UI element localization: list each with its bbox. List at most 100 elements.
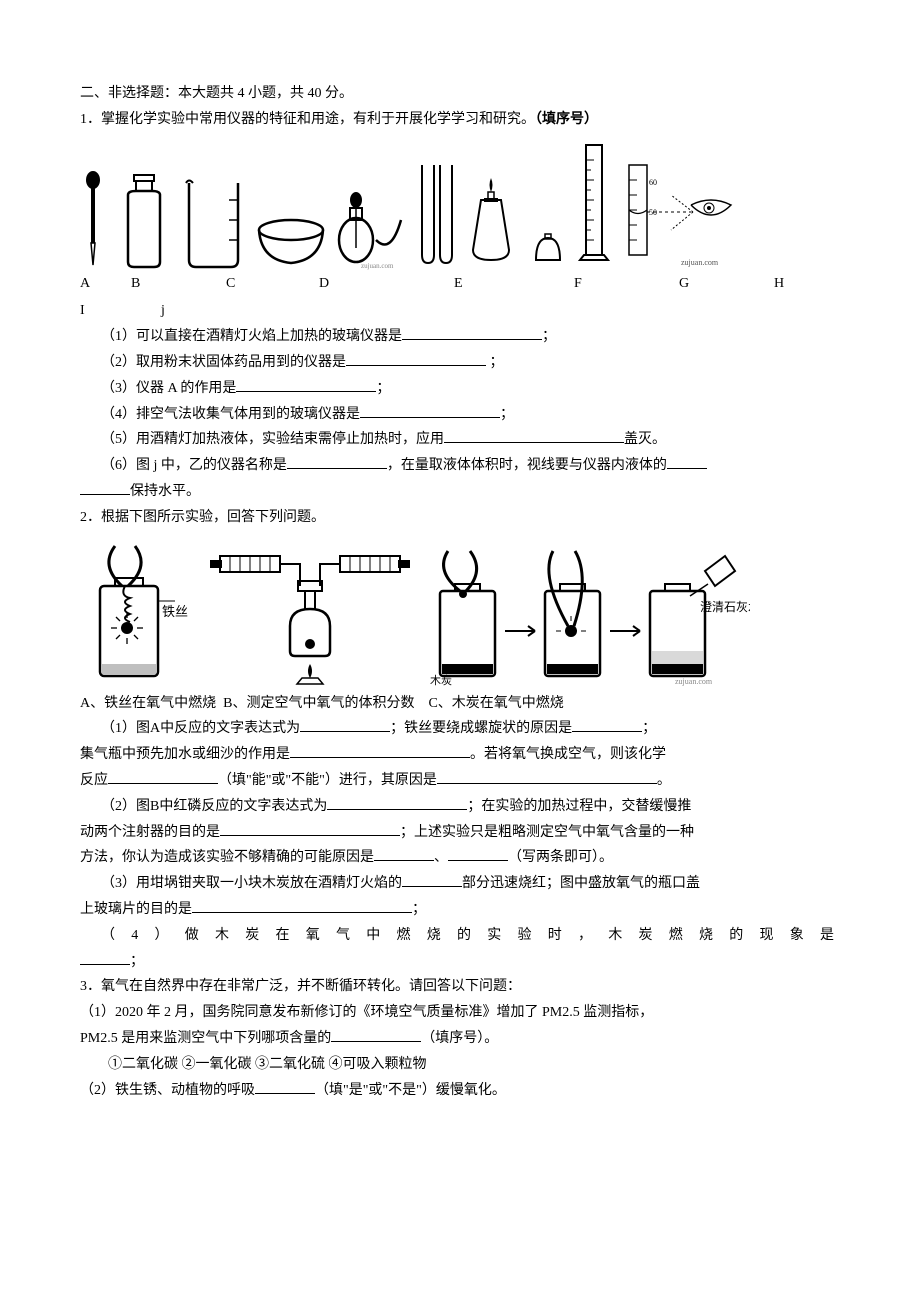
t: 部分迅速烧红；图中盛放氧气的瓶口盖 (462, 876, 700, 891)
label-J: j (161, 303, 165, 318)
blank (236, 377, 376, 392)
label-G: G (624, 272, 734, 296)
q2-prompt: 2．根据下图所示实验，回答下列问题。 (80, 506, 840, 530)
diagram-C: 木炭 澄清石灰水 zujuan.com (430, 536, 750, 686)
t: （写两条即可）。 (508, 850, 613, 865)
t: （4）做木炭在氧气中燃烧的实验时，木炭燃烧的现象是 (101, 928, 840, 943)
t: ；铁丝要绕成螺旋状的原因是 (390, 721, 572, 736)
q2-item-1b: 集气瓶中预先加水或细沙的作用是。若将氧气换成空气，则该化学 (80, 743, 840, 767)
q2-item-1c: 反应 （填"能"或"不能"）进行，其原因是 。 (80, 769, 840, 793)
blank (290, 743, 470, 758)
q1-item-1: （1）可以直接在酒精灯火焰上加热的玻璃仪器是； (80, 325, 840, 349)
blank (80, 950, 130, 965)
q1-i2-b: ； (486, 355, 504, 370)
q1-i1-a: （1）可以直接在酒精灯火焰上加热的玻璃仪器是 (101, 329, 402, 344)
t: （2）铁生锈、动植物的呼吸 (80, 1083, 255, 1098)
q3-prompt: 3．氧气在自然界中存在非常广泛，并不断循环转化。请回答以下问题： (80, 975, 840, 999)
t: （填"能"或"不能"）进行，其原因是 (218, 773, 437, 788)
q1-i3-a: （3）仪器 A 的作用是 (101, 381, 236, 396)
blank (220, 821, 400, 836)
blank (572, 717, 642, 732)
t: ； (412, 902, 426, 917)
label-D: D (301, 272, 389, 296)
apparatus-G (466, 170, 521, 270)
label-A: A (80, 272, 106, 296)
blank (331, 1027, 421, 1042)
q1-item-4: （4）排空气法收集气体用到的玻璃仪器是 ； (80, 403, 840, 427)
blank (374, 846, 434, 861)
blank (402, 872, 462, 887)
t: ；在实验的加热过程中，交替缓慢推 (467, 799, 691, 814)
watermark-text: zujuan.com (361, 262, 394, 270)
label-B: B (116, 272, 186, 296)
t: 反应 (80, 773, 108, 788)
q2-item-1: （1）图A中反应的文字表达式为；铁丝要绕成螺旋状的原因是； (80, 717, 840, 741)
apparatus-C (181, 175, 246, 270)
q3-options: ①二氧化碳 ②一氧化碳 ③二氧化硫 ④可吸入颗粒物 (80, 1053, 840, 1077)
blank (402, 325, 542, 340)
caption-C: C、木炭在氧气中燃烧 (428, 696, 563, 711)
caption-B: B、测定空气中氧气的体积分数 (223, 696, 414, 711)
apparatus-B (116, 170, 171, 270)
q1-i4-a: （4）排空气法收集气体用到的玻璃仪器是 (101, 407, 360, 422)
q1-prompt-text: 1．掌握化学实验中常用仪器的特征和用途，有利于开展化学学习和研究。 (80, 112, 535, 127)
apparatus-J: 60 50 zujuan.com (621, 150, 741, 270)
q1-item-3: （3）仪器 A 的作用是 ； (80, 377, 840, 401)
document-page: 二、非选择题：本大题共 4 小题，共 40 分。 1．掌握化学实验中常用仪器的特… (0, 0, 920, 1144)
apparatus-A (80, 170, 106, 270)
t: （填"是"或"不是"）缓慢氧化。 (315, 1083, 506, 1098)
t: 上玻璃片的目的是 (80, 902, 192, 917)
label-H: H (744, 272, 809, 296)
blank (437, 769, 657, 784)
blank (287, 454, 387, 469)
t: 。若将氧气换成空气，则该化学 (470, 747, 666, 762)
diagram-B (210, 536, 410, 686)
label-E: E (399, 272, 524, 296)
label-I: I (80, 299, 94, 323)
blank (255, 1079, 315, 1094)
q1-i5-a: （5）用酒精灯加热液体，实验结束需停止加热时，应用 (101, 432, 444, 447)
blank (80, 480, 130, 495)
q2-item-3: （3）用坩埚钳夹取一小块木炭放在酒精灯火焰的 部分迅速烧红；图中盛放氧气的瓶口盖 (80, 872, 840, 896)
q1-i5-b: 盖灭。 (624, 432, 666, 447)
q1-i4-b: ； (500, 407, 514, 422)
svg-text:澄清石灰水: 澄清石灰水 (700, 599, 750, 614)
q1-i3-b: ； (376, 381, 390, 396)
blank (108, 769, 218, 784)
t: 。 (657, 773, 671, 788)
blank (360, 403, 500, 418)
q1-apparatus-row: zujuan.com (80, 140, 840, 270)
q1-label-row2: I j (80, 299, 840, 323)
svg-text:zujuan.com: zujuan.com (675, 677, 713, 686)
label-C: C (196, 272, 291, 296)
blank (192, 898, 412, 913)
q2-item-2c: 方法，你认为造成该实验不够精确的可能原因是 、 （写两条即可）。 (80, 846, 840, 870)
t: 方法，你认为造成该实验不够精确的可能原因是 (80, 850, 374, 865)
svg-text:60: 60 (649, 178, 657, 187)
t: （1）图A中反应的文字表达式为 (101, 721, 300, 736)
t: （3）用坩埚钳夹取一小块木炭放在酒精灯火焰的 (101, 876, 402, 891)
t: 动两个注射器的目的是 (80, 825, 220, 840)
apparatus-E: zujuan.com (336, 170, 406, 270)
apparatus-D (256, 215, 326, 270)
q1-i6-a: （6）图 j 中，乙的仪器名称是 (101, 458, 287, 473)
svg-text:木炭: 木炭 (430, 674, 452, 686)
q3-item-2: （2）铁生锈、动植物的呼吸 （填"是"或"不是"）缓慢氧化。 (80, 1079, 840, 1103)
blank (327, 795, 467, 810)
caption-A: A、铁丝在氧气中燃烧 (80, 696, 216, 711)
q1-i2-a: （2）取用粉末状固体药品用到的仪器是 (101, 355, 346, 370)
q2-captions: A、铁丝在氧气中燃烧 B、测定空气中氧气的体积分数 C、木炭在氧气中燃烧 (80, 692, 840, 716)
label-F: F (534, 272, 614, 296)
q2-item-2b: 动两个注射器的目的是；上述实验只是粗略测定空气中氧气含量的一种 (80, 821, 840, 845)
blank (444, 428, 624, 443)
blank (448, 846, 508, 861)
blank (300, 717, 390, 732)
q1-prompt: 1．掌握化学实验中常用仪器的特征和用途，有利于开展化学学习和研究。（填序号） (80, 108, 840, 132)
q2-item-4b: ； (80, 950, 840, 974)
t: ； (130, 954, 144, 969)
q2-item-3b: 上玻璃片的目的是 ； (80, 898, 840, 922)
apparatus-F (416, 160, 456, 270)
q1-item-2: （2）取用粉末状固体药品用到的仪器是 ； (80, 351, 840, 375)
q1-item-5: （5）用酒精灯加热液体，实验结束需停止加热时，应用 盖灭。 (80, 428, 840, 452)
t: 、 (434, 850, 448, 865)
